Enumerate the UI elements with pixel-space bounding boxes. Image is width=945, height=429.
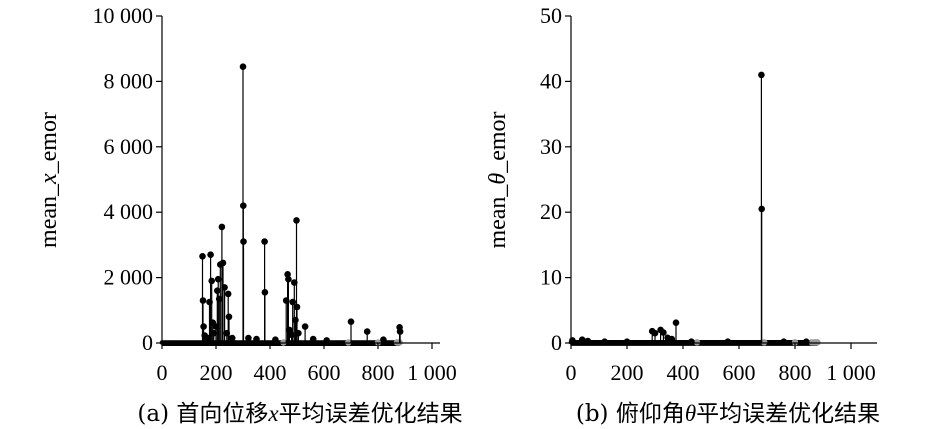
panel-a-data-point [239, 63, 247, 70]
panel-a-data-point [380, 336, 387, 344]
panel-b-x-ticks: 0 200 400 600 800 1 000 [566, 343, 876, 385]
panel-b-x-tick-label: 600 [723, 360, 756, 385]
panel-a-y-tick-label: 10 000 [93, 3, 154, 28]
panel-b-caption: (b) 俯仰角θ平均误差优化结果 [576, 401, 880, 427]
panel-b-y-tick-label: 40 [540, 68, 562, 93]
panel-a-data-point [200, 323, 207, 330]
panel-b-faded-point [761, 339, 768, 346]
panel-b-data-point [758, 71, 765, 79]
panel-b-y-tick-label: 30 [540, 134, 562, 159]
panel-a-y-tick-label: 6 000 [104, 134, 154, 159]
panel-b-data-point [724, 338, 732, 346]
panel-b-data-point [688, 338, 695, 346]
panel-b-data-point [578, 336, 586, 344]
panel-a-data-point [396, 328, 404, 335]
panel-a-data-point [272, 336, 279, 344]
panel-b-y-tick-label: 50 [540, 3, 562, 28]
panel-a-data-point [292, 316, 299, 324]
panel-a-data-point [199, 252, 206, 260]
panel-b-x-tick-label: 400 [667, 360, 700, 385]
panel-b-data-point [668, 335, 676, 343]
panel-a-x-tick-label: 1 000 [407, 360, 457, 385]
panel-a-data-point [285, 275, 292, 283]
panel-a-x-tick-label: 200 [200, 360, 233, 385]
panel-a-data-point [301, 323, 309, 330]
panel-b-data-point [780, 338, 788, 346]
panel-b-y-tick-label: 10 [540, 265, 562, 290]
panel-a-data-point [207, 251, 214, 258]
panel-a-data-point [261, 289, 269, 296]
panel-b-data-point [758, 205, 765, 213]
panel-a-x-tick-label: 600 [308, 360, 341, 385]
panel-b-faded-point [791, 339, 799, 346]
panel-b-faded-point [693, 339, 701, 346]
panel-a-data-point [240, 238, 247, 245]
panel-a-data-point [225, 313, 233, 321]
panel-b-y-ticks: 0 10 20 30 40 50 [540, 3, 571, 355]
panel-a-data-point [261, 238, 268, 245]
panel-a-data-point [221, 284, 228, 291]
panel-b-x-tick-label: 200 [611, 360, 644, 385]
panel-a-marks [159, 63, 404, 347]
panel-b-y-tick-label: 20 [540, 199, 562, 224]
panel-b-data-point [672, 319, 680, 327]
panel-a-data-point [253, 335, 260, 343]
panel-a-data-point [208, 277, 215, 285]
panel-b-x-tick-label: 1 000 [826, 360, 876, 385]
panel-a-data-point [219, 259, 227, 267]
panel-a-data-point [363, 328, 371, 335]
panel-a-data-point [240, 202, 247, 209]
panel-b-y-axis-label: mean_θ_emor [485, 111, 511, 248]
panel-a-y-tick-label: 2 000 [104, 265, 154, 290]
panel-a-caption: (a) 首向位移x平均误差优化结果 [137, 401, 462, 427]
panel-b-data-point [651, 329, 659, 337]
panel-b-x-tick-label: 800 [779, 360, 812, 385]
panel-a-y-tick-label: 8 000 [104, 68, 154, 93]
panel-a-data-point [224, 290, 232, 298]
panel-a-y-tick-label: 4 000 [104, 199, 154, 224]
panel-a-x-tick-label: 0 [157, 360, 168, 385]
panel-a-y-tick-label: 0 [142, 330, 153, 355]
panel-b-x-tick-label: 0 [566, 360, 577, 385]
panel-a-data-point [228, 334, 236, 342]
panel-a-x-tick-label: 400 [254, 360, 287, 385]
panel-a-data-point [309, 335, 317, 343]
panel-a-data-point [245, 334, 252, 342]
panel-a-data-point [293, 217, 300, 224]
panel-a-data-point [284, 271, 291, 278]
panel-b-mean-theta-error: 0 10 20 30 40 50 0 200 400 600 800 1 000 mean_θ_em… [485, 3, 880, 427]
panel-b-data-point [802, 338, 810, 346]
panel-a-data-point [293, 303, 301, 311]
panel-a-y-ticks: 0 2 000 4 000 6 000 8 000 10 000 [93, 3, 162, 355]
panel-a-data-point [347, 318, 355, 326]
panel-a-data-point [323, 337, 331, 344]
panel-b-y-tick-label: 0 [551, 330, 562, 355]
panel-a-data-point [295, 329, 302, 337]
panel-a-data-point [214, 287, 221, 295]
panel-a-mean-x-error: 0 2 000 4 000 6 000 8 000 10 000 0 200 400 600 80… [36, 3, 463, 427]
panel-b-marks [568, 71, 821, 346]
panel-a-data-point [218, 223, 226, 231]
panel-b-faded-point [814, 339, 821, 346]
panel-a-data-point [199, 297, 207, 304]
panel-b-data-point [601, 338, 608, 346]
panel-a-x-tick-label: 800 [362, 360, 395, 385]
panel-a-y-axis-label: mean_x_emor [36, 112, 62, 248]
panel-a-x-ticks: 0 200 400 600 800 1 000 [157, 343, 457, 385]
panel-b-data-point [660, 329, 667, 336]
